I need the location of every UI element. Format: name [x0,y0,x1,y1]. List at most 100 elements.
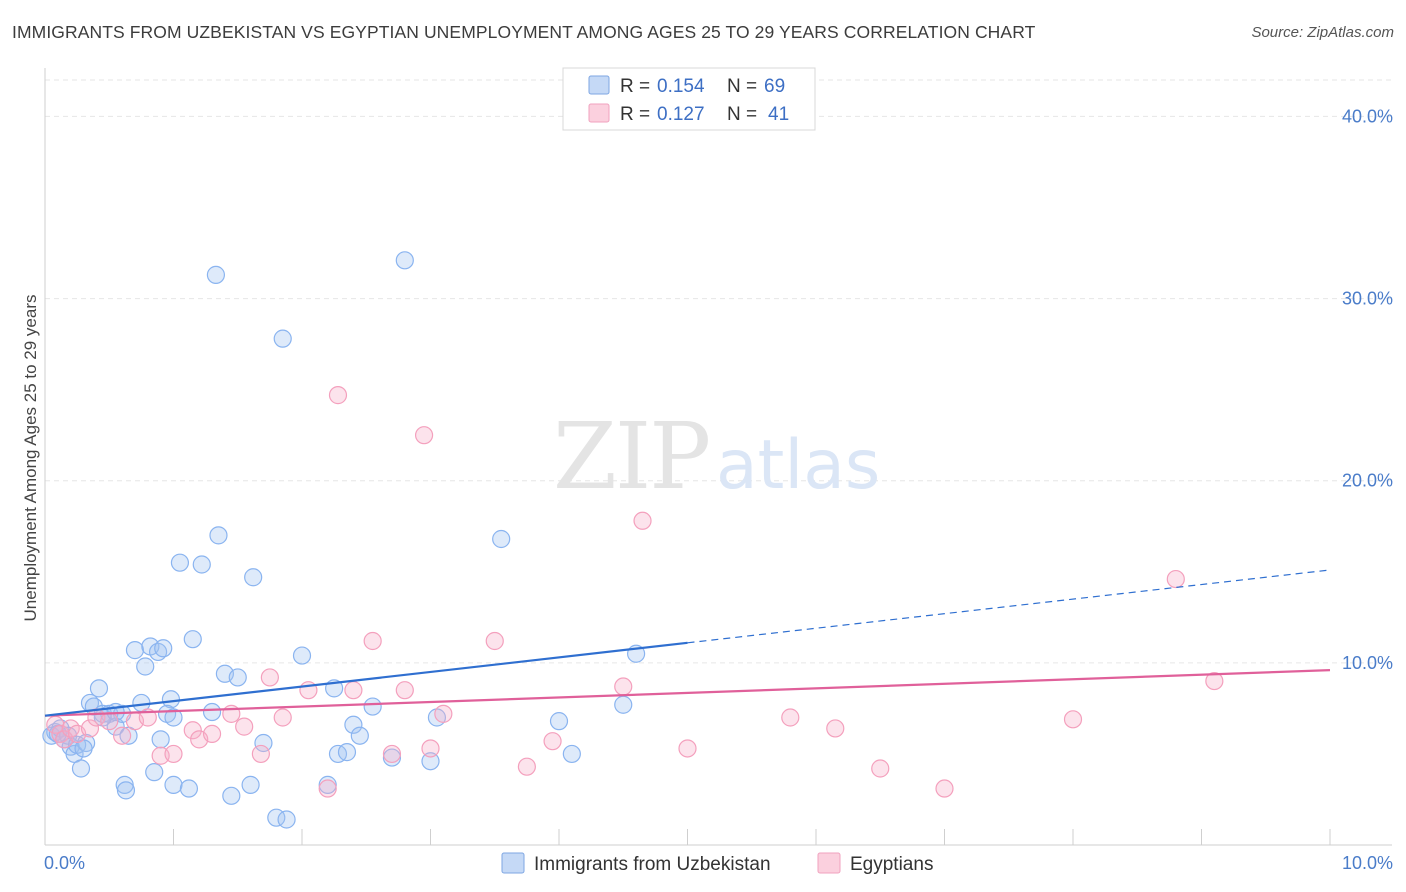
data-point [222,786,241,805]
legend-n-label: N = [727,76,757,97]
data-point [80,719,100,738]
data-point [395,251,414,270]
legend-swatch-uzbekistan [588,75,610,95]
legend-swatch-egyptians [817,852,841,874]
data-point [328,386,348,405]
data-point [112,726,132,745]
legend-n-label: N = [727,104,757,125]
data-point [318,779,337,798]
data-point [100,712,119,731]
legend-r-value-uzbekistan: 0.154 [657,76,705,97]
data-point [235,717,254,736]
data-point [434,704,453,723]
data-point [337,743,357,762]
legend-r-label: R = [620,76,650,97]
data-point [350,726,369,745]
data-point [154,639,173,658]
data-point [421,752,440,771]
data-point [164,775,183,794]
data-point [260,668,279,687]
data-point [1166,569,1185,589]
data-point [678,739,697,758]
y-tick-labels: 10.0% 20.0% 30.0% 40.0% [1342,106,1393,672]
legend-n-value-egyptians: 41 [768,104,789,125]
data-point [89,679,109,698]
data-point [826,719,845,738]
data-point [1205,671,1224,691]
data-point [170,553,190,572]
trend-line-egyptians [44,669,1331,717]
legend-r-label: R = [620,104,650,125]
data-point [614,695,633,714]
x-tick-label: 0.0% [44,853,85,873]
data-point [116,781,136,800]
watermark: ZIP atlas [553,403,880,510]
data-point [125,641,145,660]
series-legend: Immigrants from Uzbekistan Egyptians [501,852,933,875]
data-point [935,779,954,798]
data-point [273,708,292,727]
source-credit: Source: ZipAtlas.com [1251,24,1394,41]
data-point [254,733,273,753]
data-point [292,646,312,665]
data-point [549,712,569,731]
data-point [251,744,270,764]
data-point [492,529,511,549]
data-point [183,721,202,740]
data-point [241,775,260,794]
data-point [562,744,581,764]
data-point [1063,710,1083,729]
trend-lines [44,569,1331,717]
data-point [161,690,181,709]
data-point [136,657,155,676]
watermark-atlas: atlas [716,426,880,505]
y-tick-label: 20.0% [1342,471,1393,491]
data-point [781,708,800,727]
data-point [244,568,263,587]
data-point [183,630,202,649]
data-point [164,708,183,727]
data-point [209,526,228,545]
trend-line-uzbekistan [44,641,688,717]
data-point [414,426,434,445]
data-point [145,763,164,782]
data-point [485,631,504,651]
data-point [228,668,247,687]
data-point [164,744,183,764]
data-point [363,697,382,716]
chart-title: IMMIGRANTS FROM UZBEKISTAN VS EGYPTIAN U… [12,22,1036,42]
data-point [202,702,222,722]
legend-label-uzbekistan: Immigrants from Uzbekistan [534,854,771,875]
x-tick-labels: 0.0% 10.0% [44,853,1393,873]
data-point [202,724,222,743]
data-point [395,681,414,700]
data-point [71,759,91,778]
series-egyptians-points [46,386,1224,798]
data-point [421,739,440,758]
data-point [517,757,536,776]
legend-n-value-uzbekistan: 69 [764,76,785,97]
y-tick-label: 10.0% [1342,653,1393,673]
data-point [179,779,199,798]
data-point [633,511,652,530]
data-point [151,730,170,749]
data-point [871,759,890,778]
watermark-zip: ZIP [553,403,709,510]
correlation-legend: R = 0.154 N = 69 R = 0.127 N = 41 [562,67,816,131]
data-point [543,732,562,751]
data-point [344,681,363,700]
data-point [273,329,292,348]
data-point [382,744,402,764]
legend-label-egyptians: Egyptians [850,854,933,875]
x-tick-label: 10.0% [1342,853,1393,873]
data-point [363,631,382,651]
legend-swatch-egyptians [588,103,610,123]
y-tick-label: 40.0% [1342,106,1393,126]
y-axis-label: Unemployment Among Ages 25 to 29 years [21,295,40,622]
data-point [206,265,226,284]
legend-swatch-uzbekistan [501,852,525,874]
y-tick-label: 30.0% [1342,289,1393,309]
legend-r-value-egyptians: 0.127 [657,104,705,125]
series-uzbekistan-points [42,251,646,829]
